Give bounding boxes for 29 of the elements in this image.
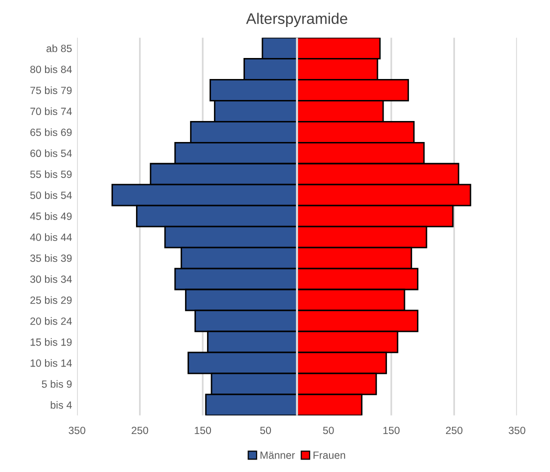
y-tick-label: 45 bis 49 [30, 212, 72, 220]
x-tick-label: 350 [508, 426, 526, 434]
y-tick-label: 50 bis 54 [30, 191, 72, 199]
y-tick-label: 15 bis 19 [30, 338, 72, 346]
y-tick-label: 65 bis 69 [30, 128, 72, 136]
y-tick-label: 25 bis 29 [30, 296, 72, 304]
y-tick-label: ab 85 [46, 44, 72, 52]
x-tick-label: 150 [194, 426, 211, 434]
y-tick-label: 70 bis 74 [30, 107, 72, 116]
y-tick-label: 60 bis 54 [30, 149, 72, 158]
legend-label: Frauen [314, 452, 346, 459]
y-tick-label: 40 bis 44 [30, 233, 72, 241]
y-tick-label: 20 bis 24 [30, 317, 72, 325]
y-tick-label: 75 bis 79 [30, 86, 72, 94]
legend-label: Männer [260, 452, 295, 459]
y-tick-label: 55 bis 59 [30, 170, 72, 178]
x-tick-label: 250 [446, 426, 462, 434]
y-tick-label: 5 bis 9 [42, 380, 72, 388]
x-tick-label: 50 [260, 426, 271, 434]
y-tick-label: bis 4 [50, 401, 72, 409]
y-tick-label: 35 bis 39 [30, 254, 72, 262]
x-tick-label: 150 [383, 426, 400, 434]
x-tick-label: 250 [132, 426, 148, 434]
y-tick-label: 10 bis 14 [30, 359, 72, 367]
chart-title: Alterspyramide [246, 12, 348, 28]
y-tick-label: 80 bis 84 [30, 65, 72, 74]
x-tick-label: 350 [68, 426, 86, 434]
y-tick-label: 30 bis 34 [30, 275, 72, 283]
x-tick-label: 50 [323, 426, 334, 434]
